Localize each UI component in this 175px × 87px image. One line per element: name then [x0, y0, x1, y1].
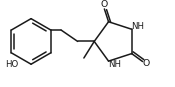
- Text: NH: NH: [131, 22, 144, 31]
- Text: O: O: [101, 0, 108, 9]
- Text: NH: NH: [108, 60, 121, 69]
- Text: HO: HO: [5, 60, 19, 69]
- Text: O: O: [142, 59, 150, 68]
